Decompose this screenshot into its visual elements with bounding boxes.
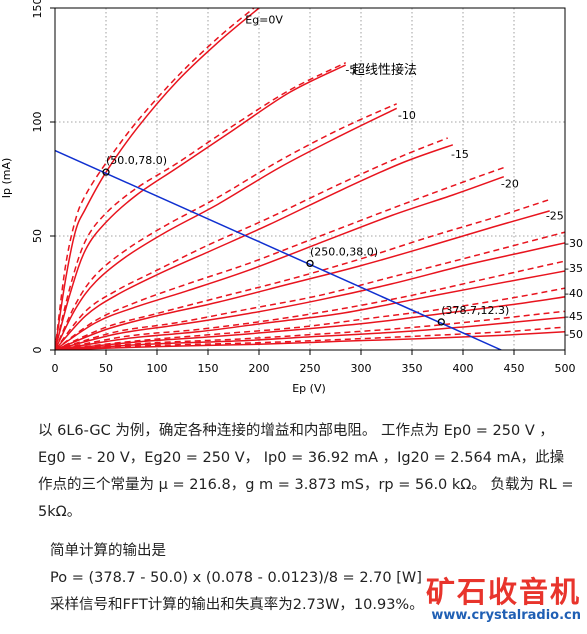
curve-label--40: -40 [565, 287, 583, 300]
x-tick-label: 350 [402, 362, 423, 375]
curve-label--50: -50 [565, 328, 583, 341]
curve-solid--50 [55, 331, 565, 350]
curve-solid--45 [55, 316, 565, 350]
chart-title: 超线性接法 [352, 62, 417, 78]
x-tick-label: 400 [453, 362, 474, 375]
curve-label--5: -5 [345, 64, 356, 77]
y-tick-label: 50 [31, 229, 44, 243]
curve-dashed--15 [55, 137, 448, 350]
operating-point-label-3: (378.7,12.3) [441, 304, 509, 317]
grid [55, 8, 565, 350]
curve-dashed--45 [55, 310, 565, 350]
watermark-url: www.crystalradio.cn [431, 608, 581, 623]
plate-curves [55, 8, 565, 350]
y-axis-title: Ip (mA) [0, 158, 13, 199]
watermark-logo: 矿石收音机 www.crystalradio.cn [426, 576, 581, 624]
operating-point-1 [102, 168, 110, 176]
curve-label--45: -45 [565, 310, 583, 323]
x-tick-label: 0 [52, 362, 59, 375]
watermark-title: 矿石收音机 [425, 575, 581, 609]
curve-dashed--10 [55, 103, 398, 350]
curve-label--10: -10 [398, 109, 416, 122]
y-tick-label: 100 [31, 112, 44, 133]
simple-calc-heading: 简单计算的输出是 [50, 543, 166, 559]
curve-dashed-0 [55, 8, 255, 350]
characteristic-chart: 0 50 100 150 200 250 300 350 400 450 500050100150 … [0, 0, 583, 395]
x-tick-label: 300 [351, 362, 372, 375]
x-tick-label: 150 [198, 362, 219, 375]
x-tick-label: 500 [555, 362, 576, 375]
operating-point-label-2: (250.0,38.0) [310, 245, 378, 258]
curve-solid-0 [55, 8, 260, 350]
curve-label--25: -25 [546, 209, 564, 222]
curve-solid--20 [55, 175, 505, 350]
plot-frame [54, 7, 566, 351]
curve-solid--10 [55, 107, 398, 350]
curve-dashed--20 [55, 166, 505, 350]
curve-solid--25 [55, 210, 550, 350]
operating-point-3 [437, 318, 445, 326]
curve-label--30: -30 [565, 237, 583, 250]
x-tick-label: 250 [300, 362, 321, 375]
x-tick-label: 100 [147, 362, 168, 375]
fft-result: 采样信号和FFT计算的输出和失真率为2.73W，10.93%。 [50, 597, 424, 613]
curve-solid--5 [55, 64, 347, 350]
curve-dashed--25 [55, 198, 550, 350]
curve-solid--30 [55, 242, 565, 350]
curve-solid--15 [55, 144, 454, 350]
x-axis-title: Ep (V) [292, 382, 326, 395]
curve-label-0: Eg=0V [245, 13, 283, 26]
curve-label--35: -35 [565, 262, 583, 275]
curve-dashed--35 [55, 260, 565, 350]
y-tick-label: 150 [31, 0, 44, 19]
load-line-layer [55, 149, 502, 350]
curve-solid--40 [55, 296, 565, 350]
curve-label--20: -20 [501, 178, 519, 191]
x-tick-label: 200 [249, 362, 270, 375]
x-tick-label: 450 [504, 362, 525, 375]
curve-dashed--30 [55, 231, 565, 350]
curve-labels: Eg=0V -5 -10 -15 -20 -25 -30 -35 -40 -45 -50 [245, 13, 583, 341]
description-text: 以 6L6-GC 为例，确定各种连接的增益和内部电阻。 工作点为 Ep0 = 2… [38, 418, 578, 619]
operating-point-paragraph: 以 6L6-GC 为例，确定各种连接的增益和内部电阻。 工作点为 Ep0 = 2… [38, 423, 574, 520]
y-tick-label: 0 [31, 347, 44, 354]
curve-solid--35 [55, 270, 565, 350]
power-formula: Po = (378.7 - 50.0) x (0.078 - 0.0123)/8… [50, 570, 422, 586]
load-line [55, 149, 502, 350]
axes: 0 50 100 150 200 250 300 350 400 450 500 0 50 100 150 [31, 0, 576, 375]
x-tick-label: 50 [99, 362, 113, 375]
curve-label--15: -15 [451, 148, 469, 161]
operating-point-2 [306, 259, 314, 268]
curve-dashed--50 [55, 326, 565, 350]
operating-points: (50.0,78.0) (250.0,38.0) (378.7,12.3) [102, 154, 509, 326]
operating-point-label-1: (50.0,78.0) [106, 154, 167, 167]
